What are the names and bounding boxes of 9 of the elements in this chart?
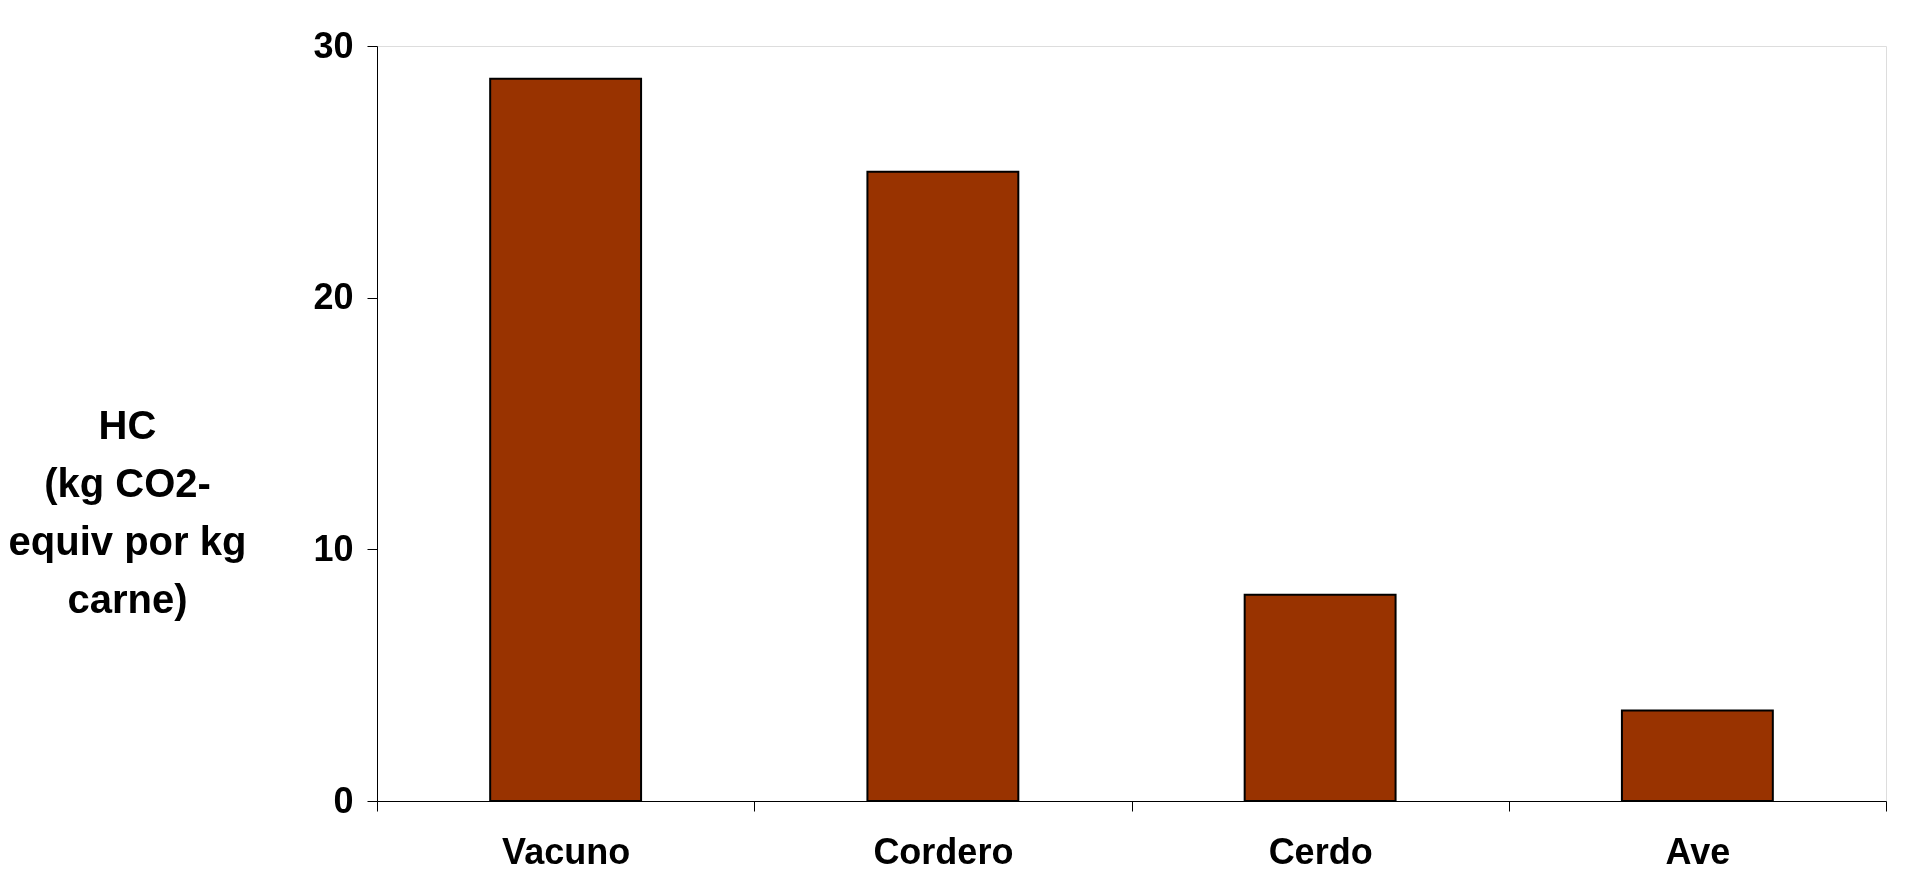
y-tick-label: 30 <box>313 24 354 66</box>
x-tick-label: Ave <box>1665 830 1731 872</box>
x-tick-label: Vacuno <box>502 830 631 872</box>
y-tick-label: 0 <box>333 779 354 821</box>
y-axis-title: HC (kg CO2- equiv por kg carne) <box>8 402 247 621</box>
y-tick-label: 10 <box>313 527 354 569</box>
x-tick-label: Cerdo <box>1268 830 1373 872</box>
y-tick-label: 20 <box>313 276 354 318</box>
x-tick-label: Cordero <box>873 830 1014 872</box>
